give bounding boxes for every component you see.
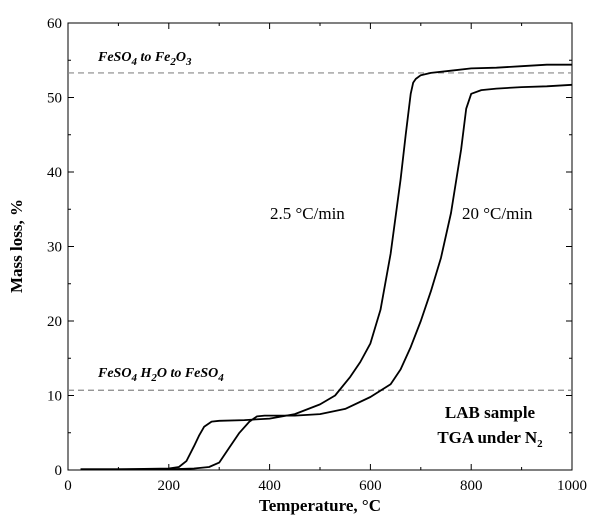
x-tick-label: 800 bbox=[460, 478, 483, 494]
y-tick-label: 60 bbox=[47, 16, 62, 32]
series-label-20: 20 °C/min bbox=[462, 204, 533, 223]
ref-label-feso4: FeSO4 H2O to FeSO4 bbox=[97, 366, 224, 384]
x-tick-label: 0 bbox=[64, 478, 72, 494]
axis-ticks: 0 200 400 600 800 1000 0 10 20 30 40 50 60 bbox=[47, 16, 587, 494]
x-tick-label: 400 bbox=[258, 478, 281, 494]
y-tick-label: 50 bbox=[47, 91, 62, 107]
x-axis-title: Temperature, °C bbox=[259, 496, 381, 515]
y-tick-label: 0 bbox=[55, 463, 63, 479]
sample-label: LAB sample bbox=[445, 403, 536, 422]
series-line-1 bbox=[80, 63, 572, 471]
x-tick-label: 1000 bbox=[557, 478, 587, 494]
y-tick-label: 30 bbox=[47, 240, 62, 256]
x-tick-label: 600 bbox=[359, 478, 382, 494]
x-tick-label: 200 bbox=[158, 478, 181, 494]
y-tick-label: 40 bbox=[47, 165, 62, 181]
y-tick-label: 10 bbox=[47, 389, 62, 405]
reference-lines bbox=[68, 72, 572, 391]
ref-label-fe2o3: FeSO4 to Fe2O3 bbox=[97, 50, 192, 68]
series-line-2 bbox=[80, 83, 573, 471]
y-axis-title: Mass loss, % bbox=[7, 199, 26, 293]
data-series bbox=[80, 63, 573, 471]
y-tick-label: 20 bbox=[47, 314, 62, 330]
series-label-2-5: 2.5 °C/min bbox=[270, 204, 345, 223]
tga-label: TGA under N2 bbox=[437, 428, 543, 450]
